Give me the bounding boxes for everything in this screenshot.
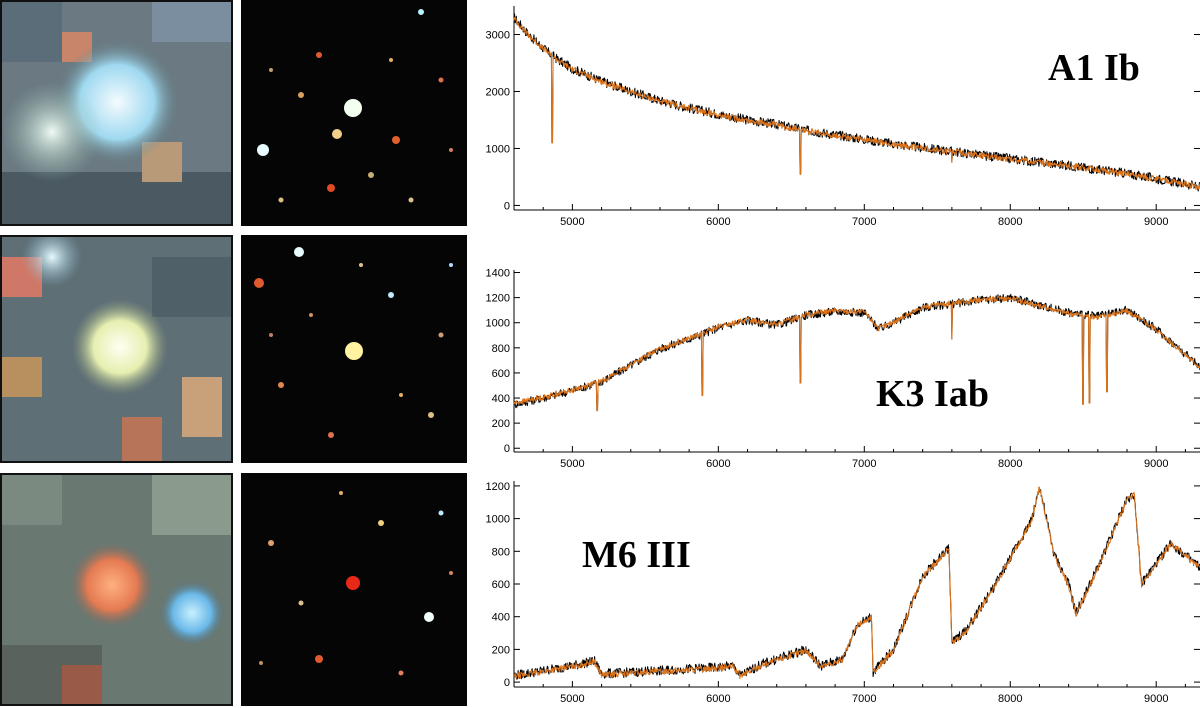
x-tick-label: 6000 bbox=[706, 458, 730, 470]
absorption-line bbox=[799, 382, 802, 384]
x-tick-label: 8000 bbox=[998, 216, 1022, 228]
x-tick-label: 7000 bbox=[852, 458, 876, 470]
y-tick-label: 1400 bbox=[486, 268, 510, 280]
y-tick-label: 1000 bbox=[486, 143, 510, 155]
series-observed bbox=[513, 489, 1200, 680]
absorption-line bbox=[799, 173, 802, 175]
x-tick-label: 7000 bbox=[852, 693, 876, 705]
x-tick-label: 5000 bbox=[560, 216, 584, 228]
spectrum-panel-a1ib: 0 1000 2000 3000 5000 6000 7000 8000 9000 A1 Ib bbox=[470, 0, 1200, 228]
spectral-type-label: M6 III bbox=[582, 534, 691, 576]
x-tick-label: 6000 bbox=[706, 216, 730, 228]
star-field-thumbnail-k3iab bbox=[241, 235, 467, 463]
series-model bbox=[513, 486, 1200, 680]
x-tick-label: 7000 bbox=[852, 216, 876, 228]
y-tick-label: 0 bbox=[504, 677, 510, 689]
spectral-type-label: K3 Iab bbox=[876, 373, 989, 415]
y-tick-label: 0 bbox=[504, 200, 510, 212]
spectral-type-label: A1 Ib bbox=[1048, 47, 1140, 89]
series-model bbox=[513, 17, 1200, 190]
x-tick-label: 9000 bbox=[1144, 216, 1168, 228]
x-tick-label: 5000 bbox=[560, 458, 584, 470]
series-observed bbox=[513, 293, 1200, 412]
x-tick-label: 5000 bbox=[560, 693, 584, 705]
y-tick-label: 1200 bbox=[486, 481, 510, 493]
star-field-thumbnail-a1ib bbox=[241, 0, 467, 226]
absorption-line bbox=[551, 142, 553, 144]
y-tick-label: 1000 bbox=[486, 514, 510, 526]
absorption-line bbox=[1088, 402, 1090, 404]
x-tick-label: 9000 bbox=[1144, 693, 1168, 705]
y-tick-label: 1000 bbox=[486, 318, 510, 330]
spectrum-panel-k3iab: 0 200 400 600 800 1000 1200 1400 5000 6000 7000 800… bbox=[470, 236, 1200, 470]
y-tick-label: 1200 bbox=[486, 293, 510, 305]
series-model bbox=[513, 295, 1200, 412]
x-tick-label: 8000 bbox=[998, 693, 1022, 705]
y-tick-label: 3000 bbox=[486, 29, 510, 41]
pixel-thumbnail-k3iab bbox=[0, 235, 233, 463]
y-tick-label: 800 bbox=[492, 546, 510, 558]
y-tick-label: 0 bbox=[504, 443, 510, 455]
star-field-thumbnail-m6iii bbox=[241, 473, 467, 706]
x-tick-label: 8000 bbox=[998, 458, 1022, 470]
absorption-line bbox=[596, 409, 598, 412]
y-tick-label: 400 bbox=[492, 612, 510, 624]
y-tick-label: 800 bbox=[492, 343, 510, 355]
y-tick-label: 600 bbox=[492, 579, 510, 591]
y-tick-label: 2000 bbox=[486, 86, 510, 98]
series-observed bbox=[513, 13, 1200, 192]
absorption-line bbox=[701, 394, 703, 397]
pixel-thumbnail-m6iii bbox=[0, 473, 233, 706]
x-tick-label: 9000 bbox=[1144, 458, 1168, 470]
absorption-line bbox=[1082, 403, 1084, 405]
spectrum-panel-m6iii: 0 200 400 600 800 1000 1200 5000 6000 7000 8000 900… bbox=[470, 475, 1200, 708]
absorption-line bbox=[951, 338, 953, 340]
y-tick-label: 600 bbox=[492, 368, 510, 380]
absorption-line bbox=[951, 161, 953, 163]
pixel-thumbnail-a1ib bbox=[0, 0, 233, 226]
x-tick-label: 6000 bbox=[706, 693, 730, 705]
y-tick-label: 200 bbox=[492, 644, 510, 656]
y-tick-label: 200 bbox=[492, 418, 510, 430]
y-tick-label: 400 bbox=[492, 393, 510, 405]
absorption-line bbox=[1106, 391, 1108, 393]
